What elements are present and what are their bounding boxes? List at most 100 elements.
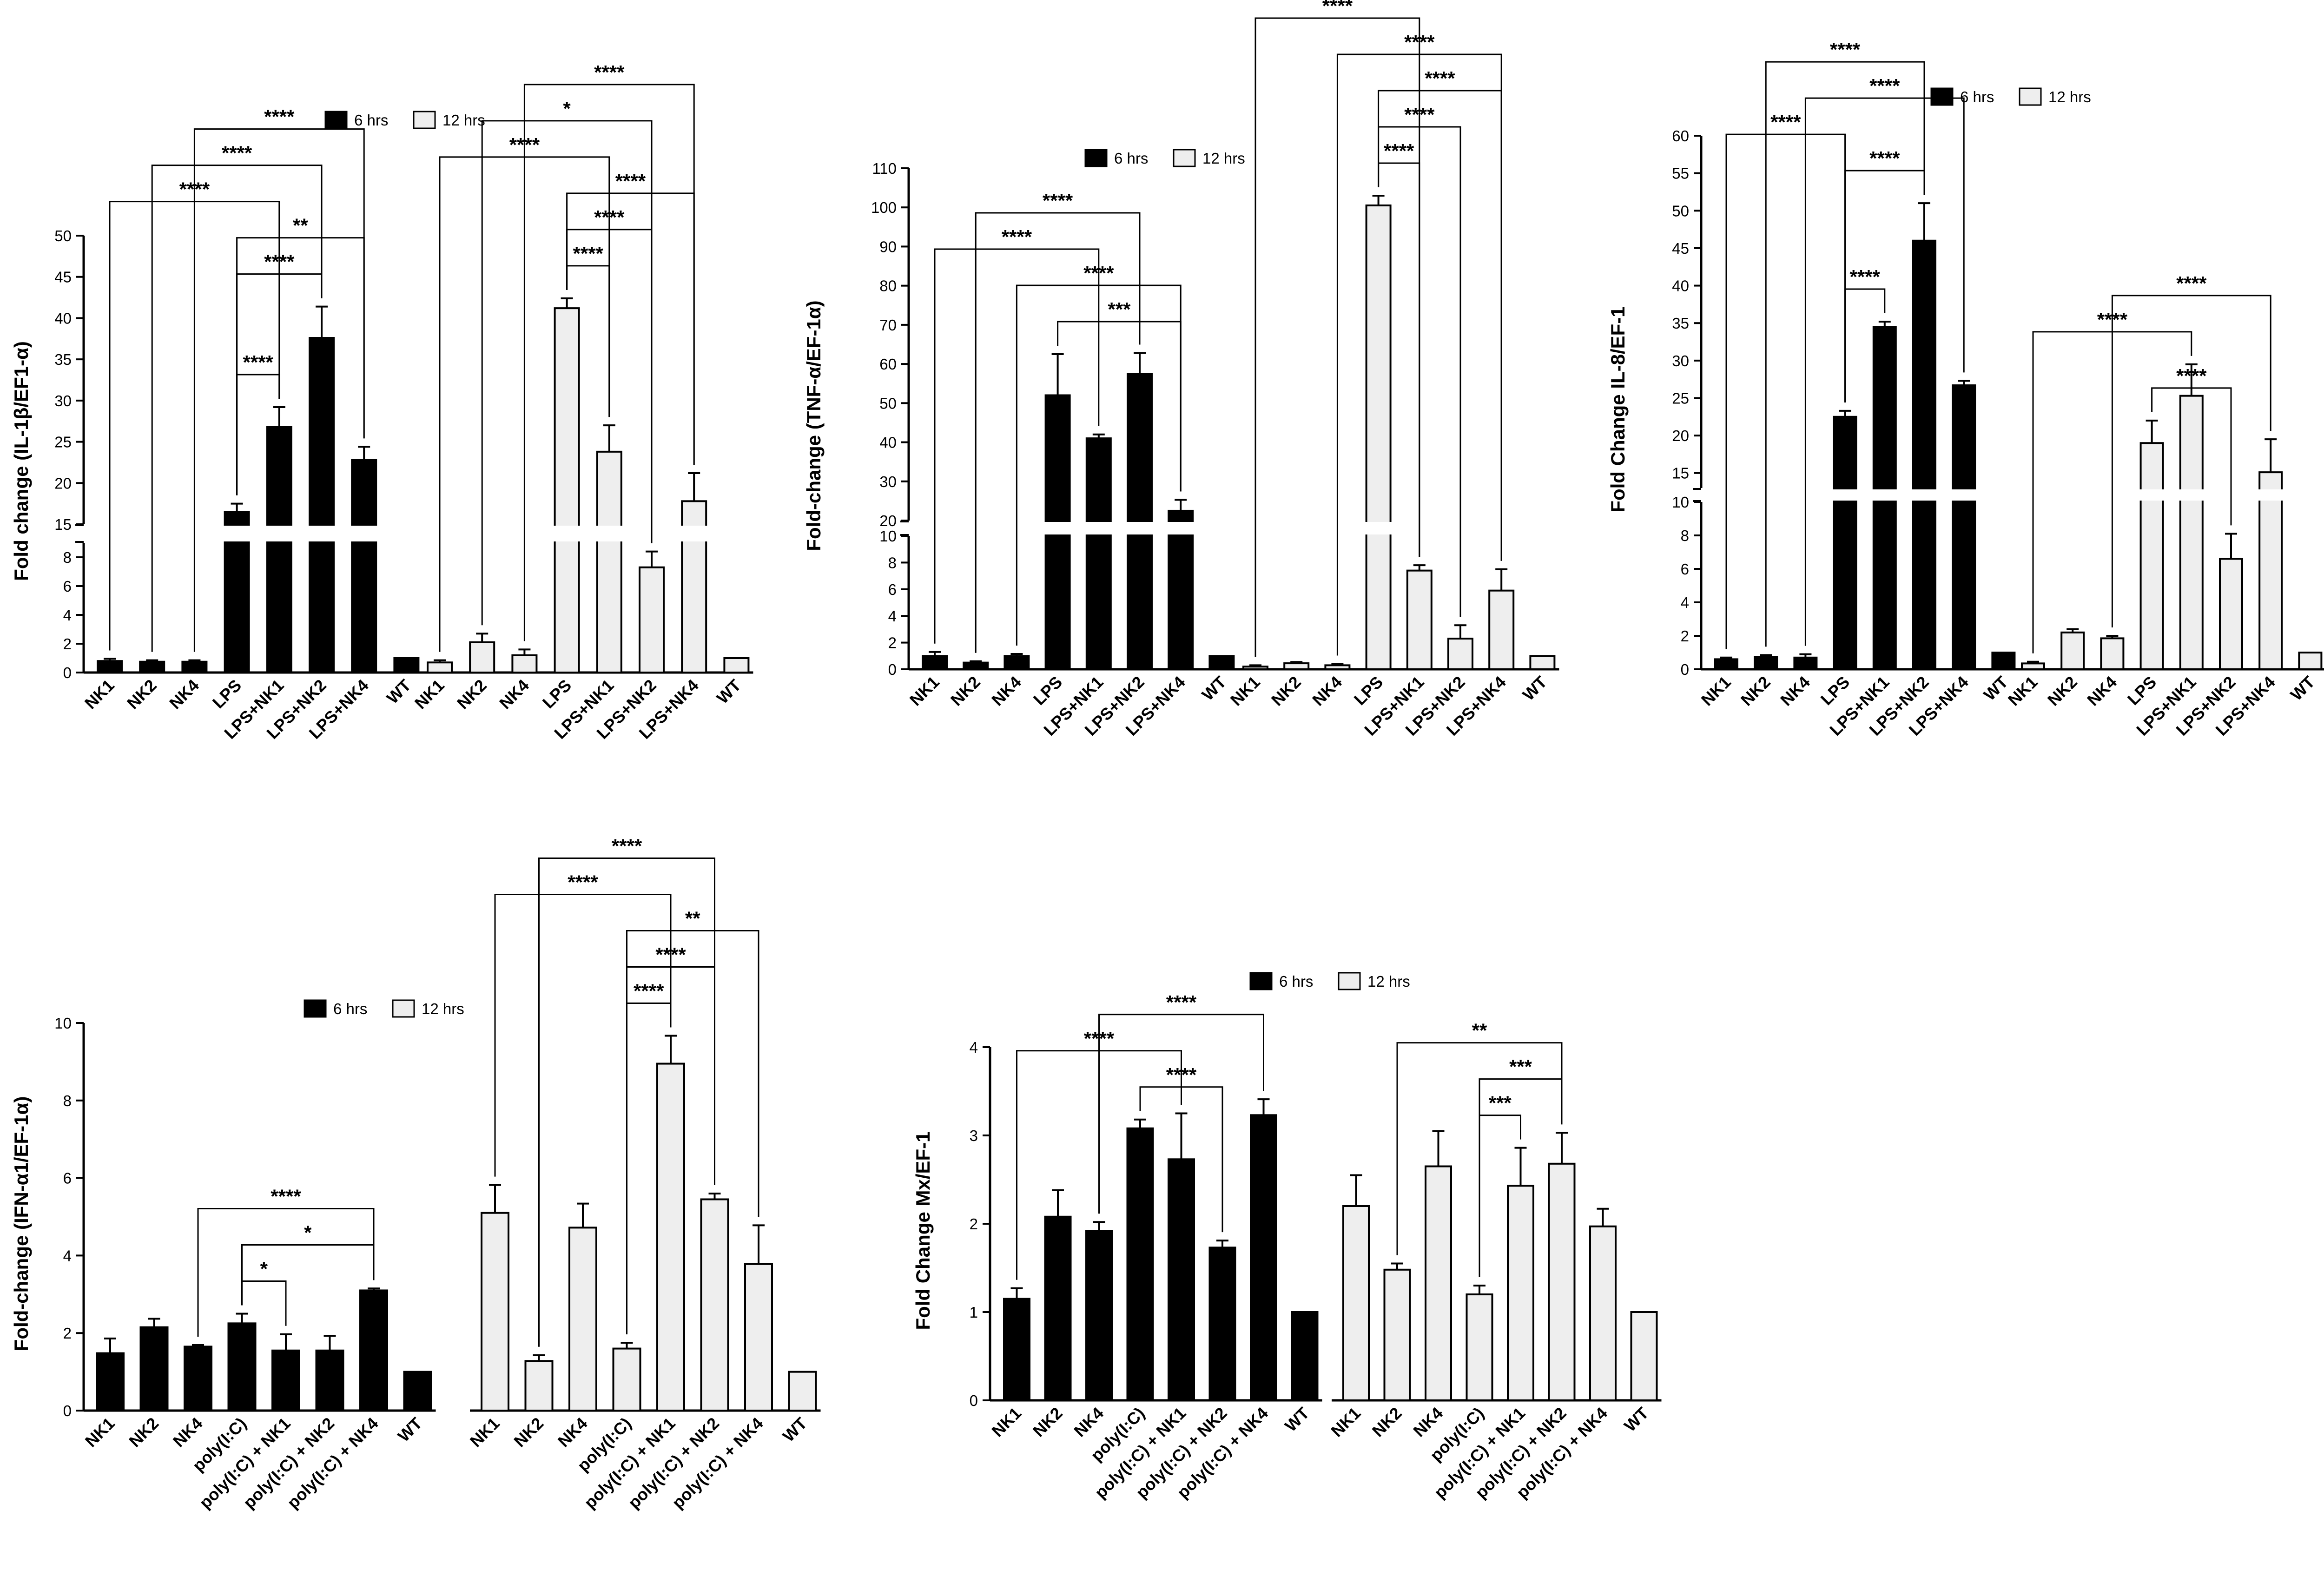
significance-label: **** <box>2176 272 2207 294</box>
bar <box>1406 569 1433 670</box>
bar <box>1754 656 1778 670</box>
x-tick-label: LPS <box>209 676 245 712</box>
y-tick-label: 4 <box>63 607 72 624</box>
legend-label-6hrs: 6 hrs <box>354 112 388 129</box>
y-axis-label: Fold Change IL-8/EF-1 <box>1607 306 1629 512</box>
bar <box>1003 1298 1030 1401</box>
bar <box>1127 373 1153 670</box>
bar <box>1126 1127 1154 1402</box>
axis-break-gap <box>222 526 252 541</box>
legend-label-12hrs: 12 hrs <box>422 1000 464 1017</box>
bar <box>1383 1268 1411 1402</box>
y-tick-label: 10 <box>879 528 897 545</box>
bar <box>1208 1247 1236 1402</box>
bar <box>1342 1205 1370 1401</box>
significance-label: **** <box>222 142 252 164</box>
legend: 6 hrs 12 hrs <box>1930 87 2091 106</box>
x-tick-label: NK4 <box>1409 1404 1446 1441</box>
bar <box>656 1062 685 1412</box>
bar <box>427 661 453 674</box>
bar <box>266 426 292 673</box>
y-tick-label: 70 <box>879 317 897 334</box>
y-tick-label: 20 <box>54 475 72 492</box>
axis-break-gap <box>1870 489 1899 501</box>
legend-swatch-12hrs <box>392 999 415 1018</box>
y-tick-label: 35 <box>1672 315 1689 332</box>
x-tick-label: NK2 <box>1268 673 1305 710</box>
chart-panel-3: 0 2 4 6 8 10 15 20 25 30 35 40 45 50 55 60 Fold Change I… <box>1607 39 2324 739</box>
legend-swatch-6hrs <box>1930 87 1954 106</box>
bar <box>1529 655 1556 671</box>
legend-swatch-6hrs <box>304 999 327 1018</box>
x-tick-label: NK2 <box>123 676 160 713</box>
significance-label: **** <box>264 106 295 128</box>
x-tick-label: NK4 <box>988 673 1025 710</box>
bar <box>393 657 420 673</box>
significance-label: ** <box>685 908 700 930</box>
significance-bracket <box>193 128 365 652</box>
bar <box>2060 631 2085 671</box>
bar <box>922 655 948 671</box>
bar <box>227 1322 257 1412</box>
bar <box>2219 558 2243 671</box>
significance-bracket <box>1057 321 1182 492</box>
x-tick-label: NK2 <box>947 673 984 710</box>
significance-label: **** <box>573 243 604 264</box>
y-tick-label: 10 <box>54 1015 72 1032</box>
bar <box>184 1346 212 1412</box>
bar <box>1466 1293 1493 1401</box>
legend-label-6hrs: 6 hrs <box>1279 973 1313 990</box>
bar <box>1833 416 1857 670</box>
bar <box>524 1360 554 1412</box>
significance-bracket <box>197 1208 375 1337</box>
y-tick-label: 2 <box>970 1215 978 1233</box>
y-tick-label: 40 <box>54 310 72 327</box>
legend-label-12hrs: 12 hrs <box>2048 88 2091 106</box>
chart-panel-1: 0 2 4 6 8 15 20 25 30 35 40 45 50 Fold change (IL-1β/… <box>10 61 753 743</box>
x-tick-label: NK4 <box>169 1414 206 1451</box>
bar <box>309 337 335 673</box>
y-tick-label: 4 <box>1681 594 1689 611</box>
axis-break-gap <box>307 526 337 541</box>
y-tick-label: 90 <box>879 238 897 255</box>
significance-bracket <box>2151 387 2232 526</box>
y-tick-label: 50 <box>54 227 72 244</box>
y-axis-label: Fold change (IL-1β/EF1-α) <box>10 341 32 581</box>
x-tick-label: LPS <box>1030 673 1066 709</box>
bar <box>2139 442 2164 671</box>
y-tick-label: 55 <box>1672 165 1689 182</box>
bar <box>1912 239 1936 670</box>
axis-break-gap <box>1125 522 1155 534</box>
significance-bracket <box>975 212 1141 653</box>
x-tick-label: NK4 <box>1308 673 1346 710</box>
bar <box>1447 637 1473 670</box>
axis-break-gap <box>2177 489 2205 501</box>
x-tick-label: LPS <box>539 676 575 712</box>
bar <box>596 450 622 673</box>
bar <box>1291 1311 1319 1401</box>
x-tick-label: NK4 <box>1070 1404 1107 1441</box>
bar <box>1630 1311 1658 1401</box>
significance-label: **** <box>1043 190 1073 211</box>
bar <box>963 661 989 671</box>
bar <box>139 660 165 673</box>
legend-label-12hrs: 12 hrs <box>1202 150 1245 167</box>
legend-label-6hrs: 6 hrs <box>333 1000 367 1017</box>
significance-label: ** <box>293 215 308 237</box>
y-axis-label: Fold-change (TNF-α/EF-1α) <box>803 300 825 551</box>
y-tick-label: 8 <box>888 554 897 571</box>
bar <box>639 566 665 673</box>
significance-label: **** <box>1850 266 1881 288</box>
significance-label: * <box>304 1222 312 1244</box>
y-tick-label: 60 <box>879 356 897 373</box>
significance-label: **** <box>1869 147 1900 169</box>
legend-swatch-12hrs <box>1338 972 1361 990</box>
axis-break-gap <box>594 526 624 541</box>
legend-swatch-6hrs <box>1084 149 1108 167</box>
significance-bracket <box>566 192 695 465</box>
axis-break-gap <box>552 526 582 541</box>
significance-label: **** <box>615 170 646 192</box>
y-tick-label: 4 <box>888 607 897 625</box>
legend-swatch-12hrs <box>413 111 436 129</box>
